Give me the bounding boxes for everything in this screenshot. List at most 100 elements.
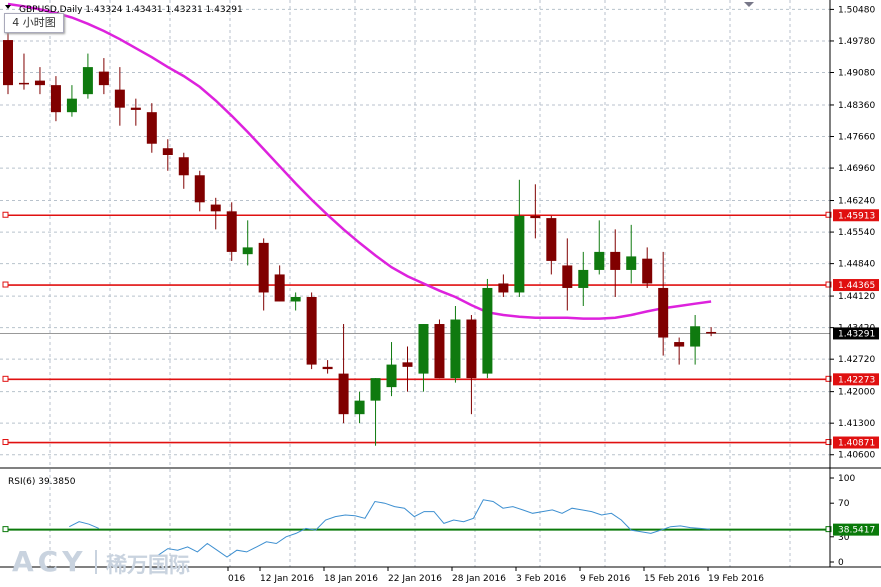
candle-body — [210, 204, 221, 212]
price-tick-label: 1.50480 — [838, 5, 875, 15]
rsi-level-tag-bg — [833, 523, 879, 536]
rsi-line — [157, 499, 711, 558]
level-handle[interactable] — [2, 439, 9, 446]
price-tick-label: 1.41300 — [838, 419, 875, 429]
price-ticks: 1.50480 1.49780 1.49080 1.48360 1.47660 1.469… — [830, 5, 875, 461]
level-handle[interactable] — [825, 211, 832, 218]
rsi-tick-label: 100 — [838, 474, 855, 484]
rsi-title: RSI(6) 39.3850 — [8, 477, 76, 487]
date-tick-label: 19 Feb 2016 — [708, 574, 764, 584]
candle-body — [242, 247, 253, 255]
date-tick-label: 3 Feb 2016 — [516, 574, 567, 584]
price-tick-label: 1.46240 — [838, 197, 875, 207]
candle-body — [626, 256, 637, 270]
candle-body — [338, 373, 349, 415]
candle-body — [562, 265, 573, 288]
rsi-level-tag: 38.5417 — [838, 526, 875, 536]
candle-body — [530, 215, 541, 219]
level-price-tag-bg — [833, 279, 879, 292]
candle-body — [162, 148, 173, 155]
current-price-tag: 1.43291 — [838, 329, 875, 339]
date-tick-label: 12 Jan 2016 — [260, 574, 314, 584]
price-tick-label: 1.44120 — [838, 292, 875, 302]
price-tick-label: 1.48360 — [838, 101, 875, 111]
date-tick-label: 9 Feb 2016 — [580, 574, 631, 584]
candle-body — [258, 242, 269, 293]
candle-body — [450, 319, 461, 379]
candle-body — [418, 324, 429, 374]
price-tick-label: 1.44840 — [838, 260, 875, 270]
candle-body — [658, 287, 669, 338]
price-tick-label: 1.47660 — [838, 133, 875, 143]
ma-line — [7, 2, 712, 320]
candle-body — [578, 269, 589, 288]
rsi-level-handle[interactable] — [825, 526, 832, 533]
candle-body — [66, 98, 77, 113]
candle-body — [226, 211, 237, 252]
brand-logo-text: ACY — [12, 545, 87, 578]
candle-body — [402, 362, 413, 367]
brand-divider — [95, 550, 97, 574]
candle-body — [642, 258, 653, 284]
candle-body — [274, 274, 285, 302]
candle-body — [82, 67, 93, 95]
candle-body — [178, 157, 189, 176]
level-handle[interactable] — [825, 281, 832, 288]
candle-body — [130, 107, 141, 110]
candle-body — [466, 319, 477, 379]
candle-body — [546, 218, 557, 261]
brand-chinese-name: 稀万国际 — [106, 553, 190, 577]
rsi-tick-label: 30 — [838, 533, 850, 543]
price-tags: 1.45913 1.44365 1.42273 1.40871 1.43291 38.54… — [833, 209, 879, 536]
candle-body — [386, 364, 397, 388]
candle-body — [194, 175, 205, 203]
date-tick-label: 22 Jan 2016 — [388, 574, 442, 584]
chevron-down-icon[interactable] — [5, 5, 11, 9]
level-handle[interactable] — [2, 281, 9, 288]
candle-body — [482, 287, 493, 374]
level-handle[interactable] — [825, 439, 832, 446]
level-handle[interactable] — [825, 375, 832, 382]
candle-body — [594, 251, 605, 270]
level-price-tag-bg — [833, 436, 879, 449]
candle-body — [50, 85, 61, 113]
symbol-header: GBPUSD,Daily 1.43324 1.43431 1.43231 1.4… — [19, 5, 243, 15]
candle-body — [610, 251, 621, 270]
price-tick-label: 1.40600 — [838, 451, 875, 461]
brand-watermark: ACY 稀万国际 — [12, 545, 217, 579]
candle-body — [322, 366, 333, 370]
rsi-line — [69, 521, 100, 529]
candles — [3, 13, 717, 446]
rsi-level-handle[interactable] — [2, 526, 9, 533]
current-price-tag-bg — [833, 327, 879, 340]
candle-body — [514, 215, 525, 293]
price-tick-label: 1.46960 — [838, 164, 875, 174]
candle-body — [674, 342, 685, 347]
level-price-tag-bg — [833, 209, 879, 222]
candle-body — [290, 296, 301, 302]
candle-body — [706, 331, 717, 334]
candle-body — [34, 80, 45, 86]
date-tick-label: 18 Jan 2016 — [324, 574, 378, 584]
candle-body — [146, 112, 157, 144]
timeframe-button[interactable]: 4 小时图 — [4, 13, 64, 33]
level-price-tag-bg — [833, 373, 879, 386]
rsi-tick-label: 0 — [838, 558, 844, 568]
scroll-marker-icon[interactable] — [744, 2, 754, 7]
grid-lines — [0, 0, 830, 567]
candle-body — [18, 82, 29, 85]
candle-body — [3, 40, 13, 86]
price-tick-label: 1.42720 — [838, 355, 875, 365]
price-tick-label: 1.49780 — [838, 37, 875, 47]
rsi-panel — [2, 499, 832, 558]
level-handle[interactable] — [2, 375, 9, 382]
date-tick-label: 016 — [228, 574, 245, 584]
candle-body — [306, 296, 317, 365]
price-tick-label: 1.42000 — [838, 388, 875, 398]
rsi-ticks: 100 70 30 0 — [830, 474, 855, 568]
candle-body — [354, 400, 365, 415]
date-tick-label: 28 Jan 2016 — [452, 574, 506, 584]
candle-body — [98, 71, 109, 86]
level-handle[interactable] — [2, 211, 9, 218]
